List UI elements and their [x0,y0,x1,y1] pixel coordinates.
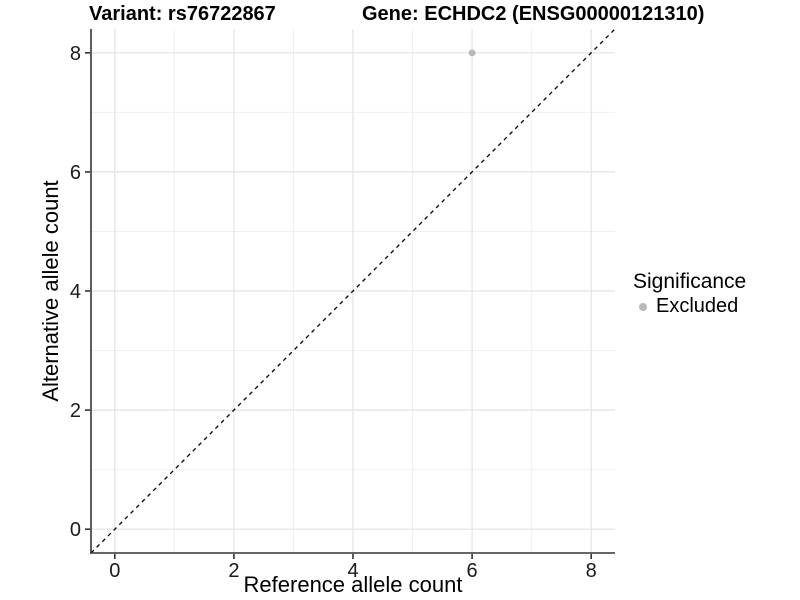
x-tick-label: 6 [467,560,478,582]
data-point [468,49,476,57]
legend-item-label: Excluded [656,295,739,317]
legend-item-excluded: Excluded [633,295,746,318]
excluded-point-icon [639,302,647,311]
plot-title-variant: Variant: rs76722867 [89,3,276,25]
legend-title: Significance [633,270,747,293]
x-tick-label: 4 [347,560,358,582]
y-tick-label: 2 [70,400,81,422]
y-tick-label: 4 [70,281,81,303]
x-tick-label: 0 [109,560,120,582]
y-tick-label: 0 [70,519,81,541]
plot-title-gene: Gene: ECHDC2 (ENSG00000121310) [362,3,705,25]
legend: Significance Excluded [633,270,746,318]
x-axis-title: Reference allele count [243,572,463,597]
y-axis-title: Alternative allele count [38,180,63,402]
x-tick-label: 2 [228,560,239,582]
x-tick-label: 8 [586,560,597,582]
y-tick-label: 6 [70,162,81,184]
identity-reference-line [90,28,616,554]
y-tick-label: 8 [70,43,81,65]
